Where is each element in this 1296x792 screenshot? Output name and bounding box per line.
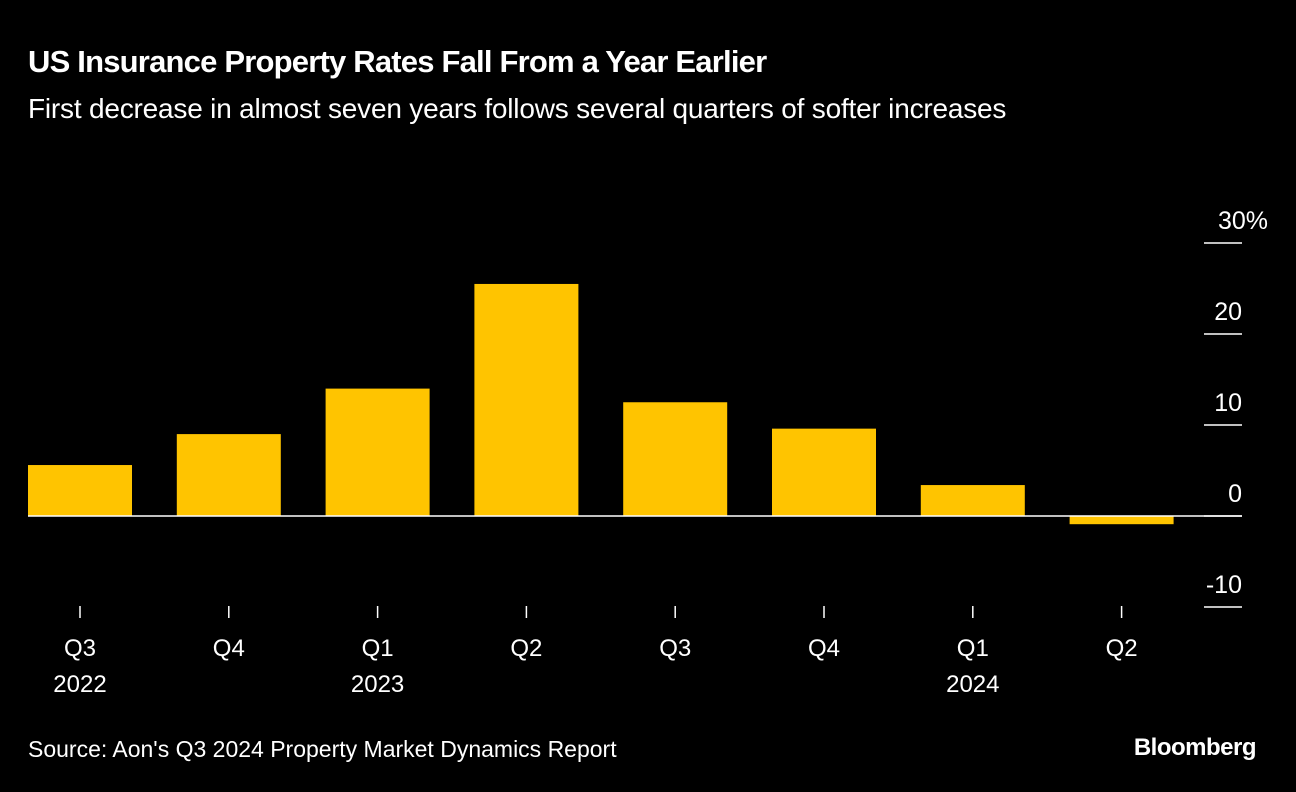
x-tick-label-quarter: Q3 bbox=[64, 635, 96, 662]
x-tick-label-quarter: Q2 bbox=[1106, 635, 1138, 662]
bar bbox=[1069, 516, 1174, 525]
y-tick-label: 20 bbox=[1214, 298, 1242, 326]
y-tick-label: 0 bbox=[1228, 480, 1242, 508]
bar bbox=[176, 434, 281, 516]
x-tick-label-quarter: Q4 bbox=[808, 635, 840, 662]
x-tick-label-quarter: Q3 bbox=[659, 635, 691, 662]
x-tick-label-year: 2022 bbox=[53, 671, 106, 698]
bar bbox=[772, 428, 876, 516]
x-tick-label-quarter: Q1 bbox=[957, 635, 989, 662]
bar bbox=[920, 485, 1025, 516]
chart-subtitle: First decrease in almost seven years fol… bbox=[28, 93, 1007, 124]
y-tick-label: 30% bbox=[1218, 207, 1268, 235]
bloomberg-logo: Bloomberg bbox=[1133, 734, 1257, 761]
x-tick-label-quarter: Q4 bbox=[213, 635, 245, 662]
x-tick-label-quarter: Q1 bbox=[362, 635, 394, 662]
bar bbox=[474, 283, 579, 516]
y-tick-label: 10 bbox=[1214, 389, 1242, 417]
y-tick-label: -10 bbox=[1206, 571, 1242, 599]
bar bbox=[325, 388, 430, 516]
bar bbox=[623, 402, 728, 516]
x-tick-label-quarter: Q2 bbox=[510, 635, 542, 662]
source-note: Source: Aon's Q3 2024 Property Market Dy… bbox=[28, 736, 617, 762]
x-tick-label-year: 2024 bbox=[946, 671, 999, 698]
x-tick-label-year: 2023 bbox=[351, 671, 404, 698]
chart-title: US Insurance Property Rates Fall From a … bbox=[28, 44, 767, 79]
bar bbox=[28, 465, 132, 516]
